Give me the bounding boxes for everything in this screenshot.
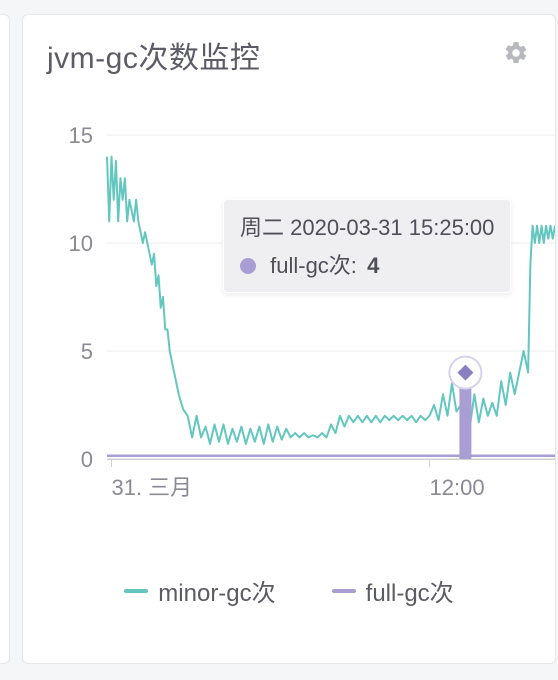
tooltip-row: full-gc次: 4 [240,248,494,280]
tooltip-series-value: 4 [367,253,379,278]
legend-swatch-full [332,589,356,593]
gc-monitor-panel: jvm-gc次数监控 0 5 10 15 31. 三月 12:00 周二 2020-03-… [22,14,556,664]
svg-text:12:00: 12:00 [430,475,485,500]
neighbor-panel-sliver [0,14,10,664]
tooltip-series-label: full-gc次: [270,253,357,278]
legend: minor-gc次 full-gc次 [33,573,545,608]
legend-item-minor-gc[interactable]: minor-gc次 [124,573,275,608]
svg-text:15: 15 [69,123,93,148]
gear-icon[interactable] [503,40,529,71]
chart-svg: 0 5 10 15 31. 三月 12:00 [33,107,555,517]
legend-label-full: full-gc次 [366,573,454,608]
legend-swatch-minor [124,589,148,593]
legend-label-minor: minor-gc次 [158,573,275,608]
panel-header: jvm-gc次数监控 [33,33,545,77]
tooltip-series-swatch [240,258,256,274]
tooltip: 周二 2020-03-31 15:25:00 full-gc次: 4 [223,199,511,293]
legend-item-full-gc[interactable]: full-gc次 [332,573,454,608]
panel-title: jvm-gc次数监控 [47,33,260,77]
svg-text:10: 10 [69,231,93,256]
svg-text:5: 5 [81,339,93,364]
chart-area[interactable]: 0 5 10 15 31. 三月 12:00 周二 2020-03-31 15:25:00… [33,107,545,547]
svg-text:0: 0 [81,447,93,472]
svg-text:31. 三月: 31. 三月 [111,475,192,500]
tooltip-timestamp: 周二 2020-03-31 15:25:00 [240,210,494,242]
